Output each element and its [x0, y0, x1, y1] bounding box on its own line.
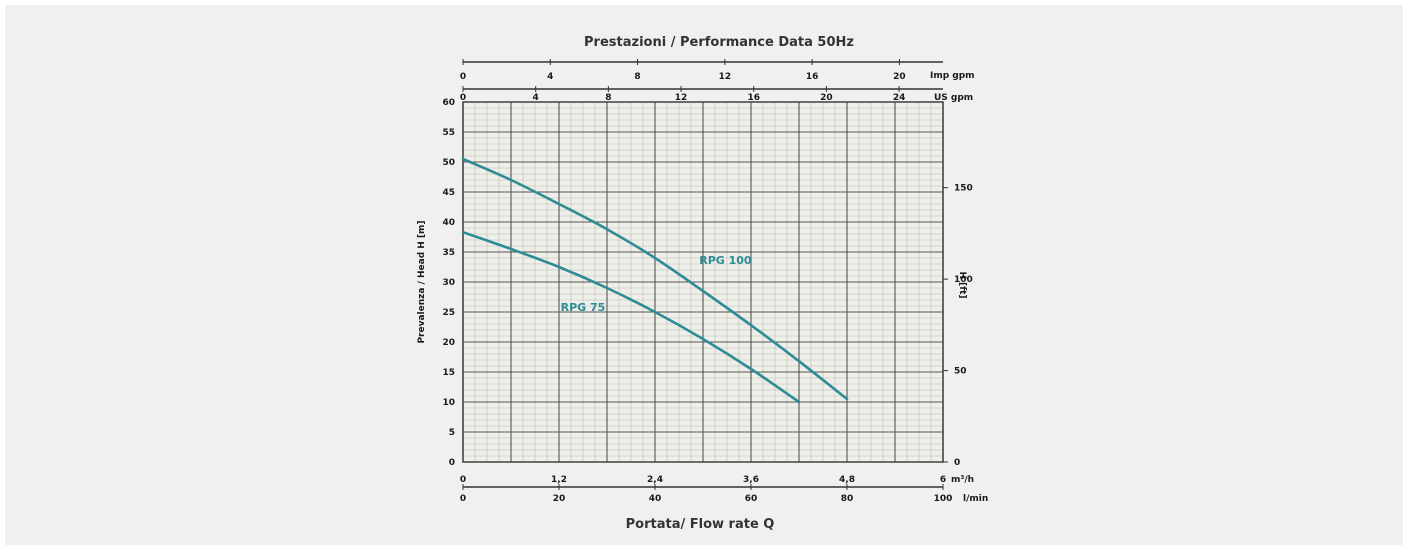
series-line-rpg-75 — [461, 230, 801, 404]
y-right-tick-label: 0 — [954, 458, 960, 468]
series-label-rpg-100: RPG 100 — [699, 254, 752, 267]
usgpm-tick-label: 4 — [533, 93, 539, 103]
x-tick-label: 6 — [940, 475, 946, 485]
impgpm-unit-label: Imp gpm — [930, 71, 975, 81]
y-right-tick-label: 50 — [954, 367, 967, 377]
lmin-tick-label: 0 — [460, 494, 466, 504]
impgpm-tick-label: 8 — [634, 72, 640, 82]
y-axis-title: Prevalenza / Head H [m] — [417, 220, 427, 343]
usgpm-tick-label: 8 — [605, 93, 611, 103]
chart-title: Prestazioni / Performance Data 50Hz — [584, 35, 854, 50]
y-tick-label: 30 — [442, 278, 455, 288]
lmin-tick-label: 100 — [934, 494, 953, 504]
x-tick-label: 2,4 — [647, 475, 663, 485]
y-tick-label: 15 — [442, 368, 455, 378]
x-unit-label: m³/h — [951, 475, 974, 485]
y-tick-label: 50 — [442, 158, 455, 168]
usgpm-tick-label: 20 — [820, 93, 833, 103]
lmin-tick-label: 40 — [649, 494, 662, 504]
y-tick-label: 0 — [449, 458, 455, 468]
plot-border — [462, 101, 944, 463]
y-tick-label: 60 — [442, 98, 455, 108]
usgpm-tick-label: 12 — [675, 93, 688, 103]
impgpm-tick-label: 16 — [806, 72, 819, 82]
y-tick-label: 20 — [442, 338, 455, 348]
y-tick-label: 45 — [442, 188, 455, 198]
x-tick-label: 4,8 — [839, 475, 855, 485]
impgpm-tick-label: 4 — [547, 72, 553, 82]
y-right-tick-label: 150 — [954, 184, 973, 194]
x-tick-label: 1,2 — [551, 475, 567, 485]
impgpm-tick-label: 20 — [893, 72, 906, 82]
impgpm-tick-label: 12 — [719, 72, 732, 82]
lmin-unit-label: l/min — [963, 494, 988, 504]
usgpm-tick-label: 16 — [747, 93, 760, 103]
y-tick-label: 10 — [442, 398, 455, 408]
lmin-tick-label: 20 — [553, 494, 566, 504]
y-right-tick-label: 100 — [954, 275, 973, 285]
x-axis-title: Portata/ Flow rate Q — [626, 517, 775, 532]
lmin-tick-label: 60 — [745, 494, 758, 504]
y-tick-label: 5 — [449, 428, 455, 438]
series-line-rpg-100 — [461, 157, 849, 401]
y-tick-label: 40 — [442, 218, 455, 228]
x-tick-label: 3,6 — [743, 475, 759, 485]
impgpm-tick-label: 0 — [460, 72, 466, 82]
usgpm-unit-label: US gpm — [934, 93, 973, 103]
y-tick-label: 55 — [442, 128, 455, 138]
usgpm-tick-label: 0 — [460, 93, 466, 103]
x-tick-label: 0 — [460, 475, 466, 485]
y-right-axis-title: H [ft] — [957, 271, 967, 298]
lmin-tick-label: 80 — [841, 494, 854, 504]
y-tick-label: 35 — [442, 248, 455, 258]
usgpm-tick-label: 24 — [893, 93, 906, 103]
series-label-rpg-75: RPG 75 — [561, 301, 606, 314]
y-tick-label: 25 — [442, 308, 455, 318]
